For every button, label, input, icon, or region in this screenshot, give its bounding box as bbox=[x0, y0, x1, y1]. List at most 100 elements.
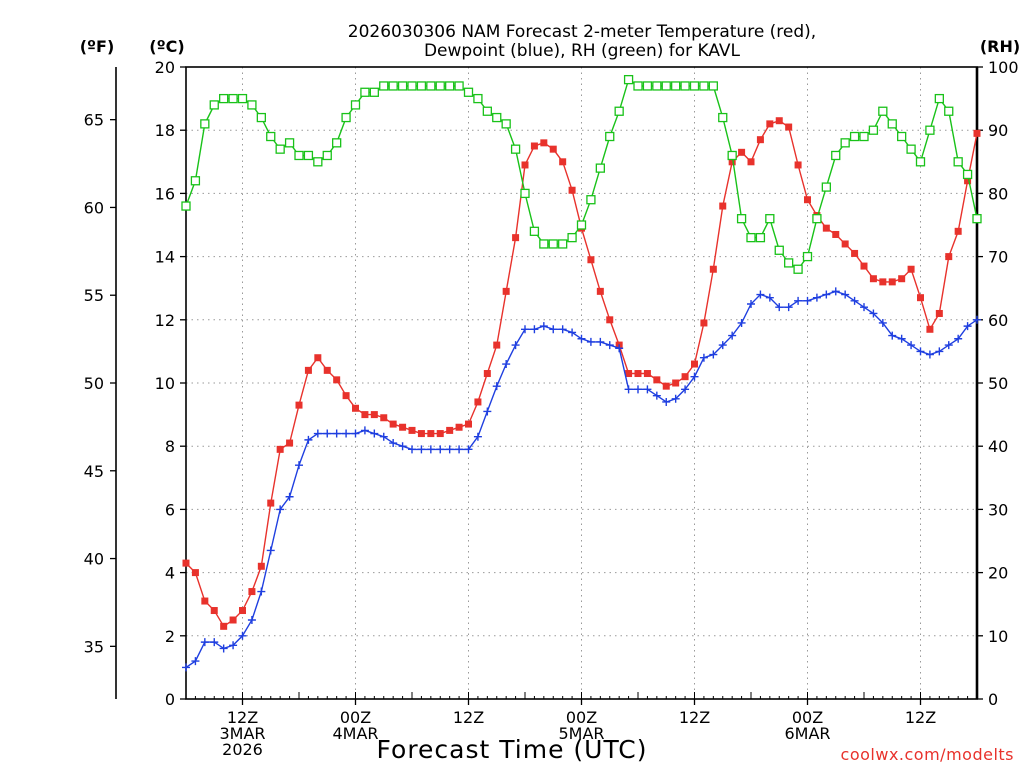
dewpoint-point bbox=[775, 303, 784, 312]
dewpoint-point bbox=[539, 322, 548, 331]
dewpoint-point bbox=[794, 296, 803, 305]
temperature-point bbox=[851, 249, 859, 257]
dewpoint-point bbox=[897, 334, 906, 343]
dewpoint-point bbox=[210, 638, 219, 647]
credit-link[interactable]: coolwx.com/modelts bbox=[841, 745, 1014, 764]
temperature-point bbox=[691, 360, 698, 368]
temperature-point bbox=[766, 120, 774, 128]
temperature-series bbox=[182, 117, 981, 630]
rh-point bbox=[558, 239, 568, 249]
temperature-point bbox=[248, 588, 256, 596]
temperature-point bbox=[643, 370, 651, 378]
temperature-point bbox=[728, 158, 736, 166]
dewpoint-point bbox=[586, 337, 595, 346]
temperature-point bbox=[342, 392, 350, 400]
rh-point bbox=[435, 81, 445, 91]
temperature-point bbox=[361, 411, 369, 419]
temperature-point bbox=[530, 142, 538, 150]
dewpoint-point bbox=[652, 391, 661, 400]
dewpoint-point bbox=[200, 638, 209, 647]
dewpoint-point bbox=[624, 385, 633, 394]
temperature-point bbox=[568, 186, 576, 194]
rh-tick-label: 10 bbox=[988, 627, 1008, 646]
temperature-point bbox=[436, 430, 444, 438]
grid-layer bbox=[186, 66, 977, 700]
temperature-point bbox=[606, 316, 614, 324]
dewpoint-point bbox=[690, 372, 699, 381]
temperature-point bbox=[201, 597, 209, 605]
rh-point bbox=[228, 93, 238, 104]
dewpoint-point bbox=[756, 290, 765, 299]
rh-point bbox=[539, 239, 549, 249]
rh-point bbox=[642, 81, 653, 91]
fahrenheit-tick-label: 40 bbox=[84, 550, 104, 569]
temperature-point bbox=[794, 161, 802, 169]
dewpoint-point bbox=[238, 631, 247, 640]
dewpoint-point bbox=[492, 382, 501, 391]
rh-unit-label: (RH) bbox=[980, 37, 1020, 56]
dewpoint-point bbox=[558, 325, 567, 334]
celsius-tick-label: 2 bbox=[165, 627, 175, 646]
dewpoint-point bbox=[662, 397, 671, 406]
rh-point bbox=[454, 81, 464, 91]
temperature-point bbox=[521, 161, 529, 169]
temperature-point bbox=[945, 253, 953, 261]
temperature-point bbox=[935, 309, 943, 317]
dewpoint-point bbox=[699, 353, 708, 362]
rh-point bbox=[859, 131, 869, 142]
dewpoint-point bbox=[408, 445, 416, 454]
rh-point bbox=[463, 87, 474, 97]
temperature-point bbox=[210, 607, 218, 615]
dewpoint-point bbox=[568, 328, 577, 337]
temperature-point bbox=[239, 607, 246, 615]
x-tick-label: 12Z bbox=[905, 708, 936, 727]
temperature-point bbox=[465, 420, 472, 428]
temperature-point bbox=[540, 139, 548, 147]
temperature-point bbox=[229, 616, 237, 624]
dewpoint-point bbox=[389, 439, 398, 448]
dewpoint-point bbox=[379, 432, 388, 441]
rh-tick-label: 50 bbox=[988, 374, 1008, 393]
temperature-point bbox=[662, 382, 670, 390]
temperature-point bbox=[747, 158, 755, 166]
dewpoint-point bbox=[285, 492, 294, 501]
rh-point bbox=[727, 150, 737, 161]
rh-point bbox=[294, 150, 304, 161]
temperature-point bbox=[389, 420, 397, 428]
x-tick-label: 00Z bbox=[340, 708, 371, 727]
rh-tick-label: 70 bbox=[988, 248, 1008, 267]
temperature-point bbox=[276, 445, 284, 453]
rh-point bbox=[586, 195, 596, 205]
temperature-point bbox=[653, 376, 661, 384]
rh-point bbox=[360, 87, 370, 97]
rh-point bbox=[793, 264, 803, 274]
temperature-point bbox=[370, 411, 378, 419]
dewpoint-point bbox=[907, 341, 916, 350]
rh-point bbox=[388, 81, 398, 91]
temperature-point bbox=[220, 622, 228, 630]
dewpoint-point bbox=[615, 344, 624, 353]
rh-line bbox=[185, 78, 978, 271]
dewpoint-point bbox=[596, 337, 605, 346]
rh-point bbox=[802, 251, 813, 262]
temperature-point bbox=[182, 559, 190, 567]
dewpoint-point bbox=[342, 429, 351, 438]
x-tick-label: 3MAR bbox=[219, 724, 265, 743]
temperature-point bbox=[596, 287, 604, 295]
temperature-point bbox=[738, 148, 746, 156]
dewpoint-point bbox=[266, 546, 275, 555]
dewpoint-point bbox=[850, 296, 859, 305]
rh-point bbox=[652, 81, 662, 91]
rh-point bbox=[849, 131, 860, 142]
dewpoint-point bbox=[643, 385, 652, 394]
rh-point bbox=[397, 81, 408, 91]
dewpoint-point bbox=[483, 407, 492, 416]
rh-point bbox=[784, 258, 794, 268]
x-tick-label: 4MAR bbox=[332, 724, 378, 743]
rh-point bbox=[605, 131, 615, 142]
dewpoint-point bbox=[304, 435, 313, 444]
rh-point bbox=[256, 112, 266, 123]
dewpoint-point bbox=[831, 287, 840, 296]
temperature-point bbox=[455, 423, 463, 431]
temperature-point bbox=[917, 294, 924, 302]
